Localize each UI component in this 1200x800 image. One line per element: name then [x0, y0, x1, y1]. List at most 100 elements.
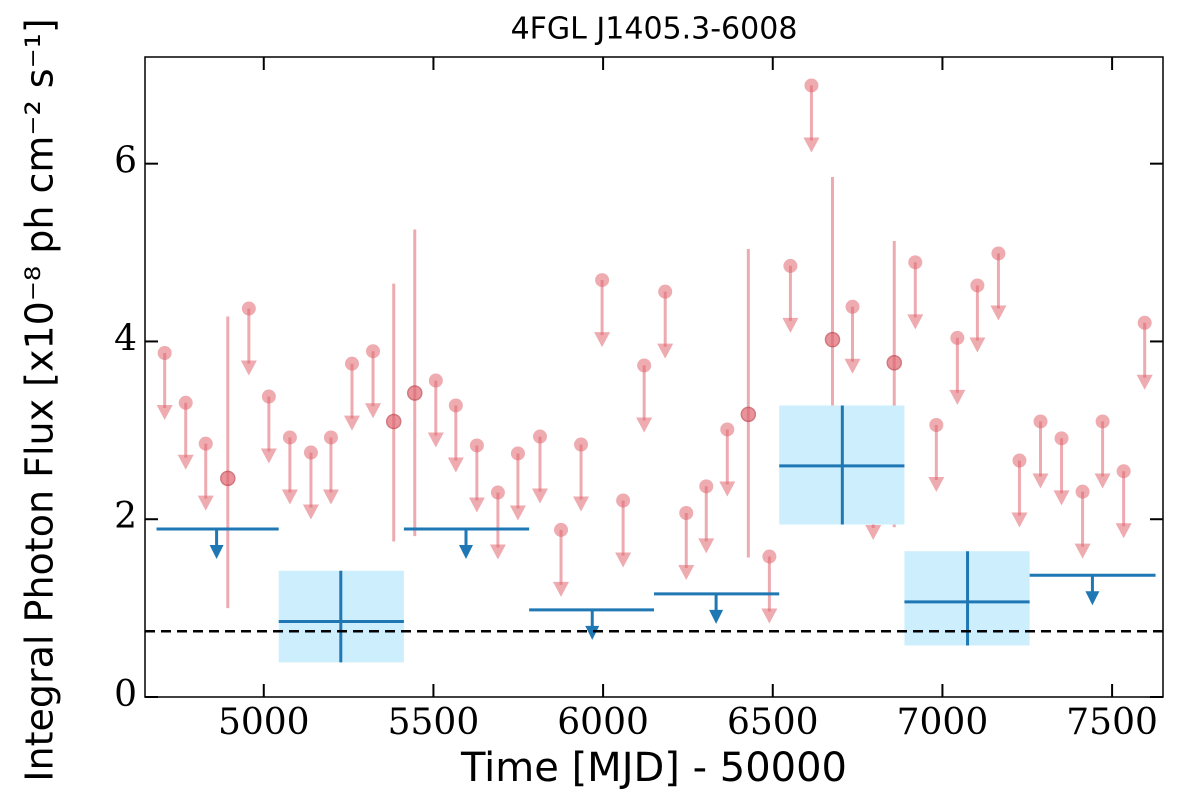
upper-limit-point	[1054, 431, 1069, 446]
x-tick-label: 7500	[1066, 702, 1158, 743]
ul-arrow-head	[459, 545, 474, 559]
ul-arrow-head	[678, 565, 695, 580]
ul-arrow-head	[427, 432, 444, 448]
upper-limit-point	[804, 78, 819, 93]
upper-limit-point	[282, 430, 297, 445]
y-axis-label: Integral Photon Flux [x10⁻⁸ ph cm⁻² s⁻¹]	[18, 18, 62, 781]
upper-limit-point	[428, 373, 443, 388]
x-tick-label: 7000	[897, 702, 989, 743]
ul-arrow-head	[636, 417, 653, 433]
ul-arrow-head	[1011, 512, 1028, 528]
ul-arrow-head	[1094, 473, 1111, 489]
y-tick-label: 2	[114, 496, 137, 537]
ul-arrow-head	[302, 504, 319, 520]
upper-limit-point	[929, 418, 944, 432]
y-tick-label: 0	[114, 674, 137, 715]
x-tick-label: 5500	[388, 702, 480, 743]
ul-arrow-head	[990, 305, 1007, 321]
ul-arrow-head	[1115, 523, 1132, 539]
detection-point	[740, 406, 757, 423]
upper-limit-point	[908, 255, 923, 270]
ul-arrow-head	[322, 489, 339, 505]
ul-arrow-head	[343, 415, 360, 431]
ul-arrow-head	[782, 317, 799, 333]
ul-arrow-head	[197, 495, 214, 511]
y-tick-label: 4	[114, 318, 137, 359]
ul-arrow-head	[719, 481, 736, 497]
ul-arrow-head	[803, 137, 820, 153]
upper-limit-point	[1137, 315, 1152, 330]
ul-arrow-head	[907, 314, 924, 330]
y-tick-label: 6	[114, 141, 137, 182]
ul-arrow-head	[489, 544, 506, 560]
ul-arrow-head	[1032, 473, 1049, 489]
ul-arrow-head	[509, 505, 526, 521]
upper-limit-point	[532, 429, 547, 444]
ul-arrow-head	[177, 454, 194, 470]
ul-arrow-head	[281, 489, 298, 505]
ul-arrow-head	[1136, 374, 1153, 390]
upper-limit-point	[970, 278, 985, 293]
detection-point	[407, 385, 423, 401]
upper-limit-point	[845, 299, 860, 314]
ul-arrow-head	[553, 581, 570, 597]
ul-arrow-head	[949, 389, 966, 405]
ul-arrow-head	[585, 625, 600, 640]
detection-point	[886, 355, 902, 371]
ul-arrow-head	[1085, 591, 1100, 606]
ul-arrow-head	[615, 552, 632, 568]
upper-limit-point	[637, 358, 652, 373]
ul-arrow-head	[468, 497, 485, 513]
ul-arrow-head	[698, 538, 715, 554]
upper-limit-point	[595, 273, 610, 288]
ul-arrow-head	[447, 457, 464, 473]
ul-arrow-head	[761, 608, 778, 624]
upper-limit-point	[554, 522, 569, 537]
upper-limit-point	[783, 258, 798, 273]
upper-limit-point	[699, 479, 714, 494]
upper-limit-point	[658, 284, 673, 299]
upper-limit-point	[198, 436, 213, 451]
upper-limit-point	[574, 437, 589, 452]
upper-limit-point	[241, 301, 256, 316]
ul-arrow-head	[1074, 543, 1091, 559]
upper-limit-point	[720, 422, 735, 437]
upper-limit-point	[157, 346, 172, 360]
upper-limit-point	[448, 398, 463, 413]
chart-title: 4FGL J1405.3-6008	[511, 12, 798, 47]
upper-limit-point	[366, 344, 381, 359]
upper-limit-point	[178, 395, 193, 410]
x-tick-label: 5000	[218, 702, 310, 743]
upper-limit-point	[1075, 484, 1090, 499]
ul-arrow-head	[156, 405, 173, 420]
upper-limit-point	[1012, 453, 1027, 468]
upper-limit-point	[679, 506, 694, 520]
ul-arrow-head	[594, 332, 611, 348]
ul-arrow-head	[240, 360, 257, 376]
ul-arrow-head	[844, 358, 861, 374]
ul-arrow-head	[260, 448, 277, 464]
ul-arrow-head	[209, 545, 224, 559]
ul-arrow-head	[865, 525, 882, 540]
ul-arrow-head	[1053, 490, 1070, 506]
upper-limit-point	[950, 330, 965, 345]
upper-limit-point	[303, 445, 318, 460]
ul-arrow-head	[573, 496, 590, 512]
ul-arrow-head	[928, 477, 945, 492]
ul-arrow-head	[969, 337, 986, 353]
x-tick-label: 6500	[727, 702, 819, 743]
upper-limit-point	[469, 438, 484, 453]
upper-limit-point	[490, 485, 505, 500]
ul-arrow-head	[531, 488, 548, 504]
detection-point	[220, 470, 236, 487]
upper-limit-point	[510, 446, 525, 461]
upper-limit-point	[762, 549, 777, 564]
upper-limit-point	[616, 493, 631, 508]
upper-limit-point	[991, 246, 1006, 261]
upper-limit-point	[1095, 414, 1110, 429]
ul-arrow-head	[365, 403, 382, 419]
plot-frame	[144, 56, 1164, 698]
upper-limit-point	[323, 430, 338, 445]
upper-limit-point	[1116, 464, 1131, 479]
